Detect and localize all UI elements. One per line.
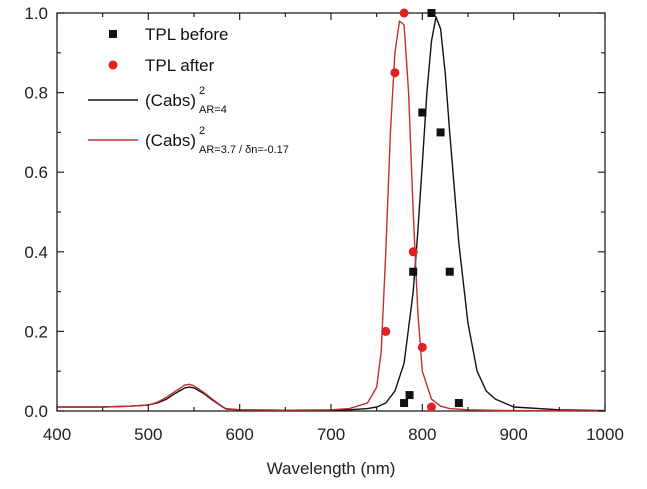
x-tick-label: 400 xyxy=(43,425,71,444)
data-point-square xyxy=(400,399,409,408)
x-tick-label: 900 xyxy=(499,425,527,444)
legend-entry-1: TPL after xyxy=(108,56,215,75)
y-tick-label: 0.8 xyxy=(24,84,48,103)
y-tick-label: 0.2 xyxy=(24,322,48,341)
legend-label-sup: 2 xyxy=(199,125,205,137)
series-line-3 xyxy=(57,20,606,412)
data-point-circle xyxy=(408,247,418,257)
points-layer xyxy=(381,8,463,412)
x-tick-label: 500 xyxy=(134,425,162,444)
legend-label: (Cabs) xyxy=(145,131,196,150)
x-tick-label: 1000 xyxy=(586,425,624,444)
legend-marker-square xyxy=(109,30,117,38)
plot-frame xyxy=(56,12,606,412)
tick-labels-layer: 400 500 600 700 800 900 1000 0.0 0.2 0.4 0.6 0.8 1.0 xyxy=(24,4,624,444)
curves-layer xyxy=(57,16,606,412)
y-tick-label: 1.0 xyxy=(24,4,48,23)
legend-label: TPL after xyxy=(145,56,215,75)
data-point-circle xyxy=(426,402,436,412)
legend-entry-0: TPL before xyxy=(109,25,228,44)
x-tick-label: 800 xyxy=(408,425,436,444)
legend-entry-2: (Cabs) 2 AR=4 xyxy=(88,85,227,116)
legend-label: (Cabs) xyxy=(145,91,196,110)
legend-label-sub: AR=3.7 / δn=-0.17 xyxy=(199,144,289,156)
legend-entry-3: (Cabs) 2 AR=3.7 / δn=-0.17 xyxy=(88,125,289,156)
legend-label: TPL before xyxy=(145,25,228,44)
data-point-circle xyxy=(390,68,400,78)
x-tick-label: 700 xyxy=(317,425,345,444)
legend-label-sup: 2 xyxy=(199,85,205,97)
data-point-square xyxy=(436,128,445,137)
data-point-square xyxy=(454,399,463,408)
data-point-square xyxy=(445,267,454,276)
data-point-square xyxy=(409,267,418,276)
ticks-layer xyxy=(56,12,606,412)
data-point-circle xyxy=(399,8,409,18)
data-point-circle xyxy=(417,342,427,352)
data-point-circle xyxy=(381,326,391,336)
y-tick-label: 0.0 xyxy=(24,402,48,421)
x-axis-title: Wavelength (nm) xyxy=(267,459,396,478)
legend-label-sub: AR=4 xyxy=(199,104,227,116)
data-point-square xyxy=(418,108,427,117)
y-tick-label: 0.6 xyxy=(24,163,48,182)
x-tick-label: 600 xyxy=(225,425,253,444)
data-point-square xyxy=(427,9,436,17)
y-tick-label: 0.4 xyxy=(24,243,48,262)
legend-marker-circle xyxy=(108,60,118,70)
series-line-2 xyxy=(57,16,606,412)
data-point-square xyxy=(405,391,414,400)
